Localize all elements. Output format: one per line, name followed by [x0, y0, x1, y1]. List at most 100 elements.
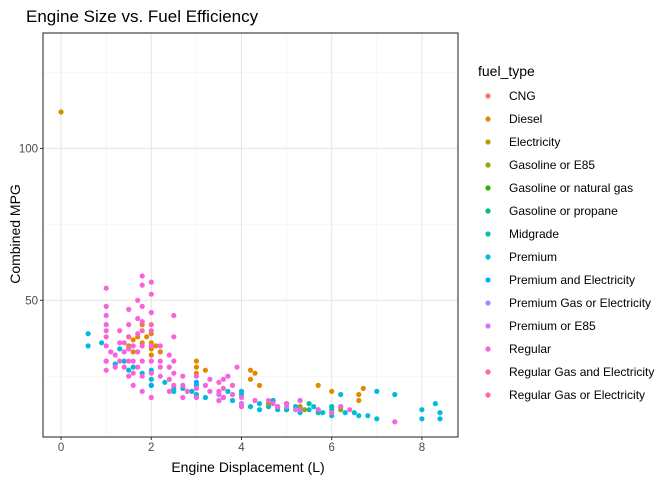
legend-key	[485, 346, 491, 352]
data-point	[139, 273, 145, 279]
data-point	[157, 358, 163, 364]
data-point	[148, 370, 154, 376]
data-point	[135, 297, 141, 303]
data-point	[338, 404, 344, 410]
data-point	[103, 312, 109, 319]
legend-key	[485, 254, 491, 260]
chart-title: Engine Size vs. Fuel Efficiency	[26, 7, 259, 26]
data-point	[139, 282, 145, 288]
data-point	[166, 376, 172, 382]
data-point	[166, 352, 172, 358]
data-point	[193, 358, 199, 364]
data-point	[148, 291, 154, 297]
legend-key	[485, 162, 491, 168]
panel-border	[42, 32, 459, 438]
data-point	[216, 388, 222, 394]
data-point	[320, 410, 326, 416]
data-point	[247, 404, 254, 410]
data-point	[193, 373, 199, 379]
data-point	[356, 391, 362, 398]
data-point	[238, 404, 245, 410]
data-point	[166, 388, 172, 394]
data-point	[202, 394, 208, 401]
legend-label: Premium and Electricity	[509, 273, 635, 287]
legend-label: Premium	[509, 250, 557, 264]
data-point	[247, 376, 254, 382]
data-point	[374, 416, 380, 422]
data-point	[256, 407, 263, 413]
data-point	[342, 410, 348, 416]
data-point	[139, 358, 145, 364]
data-point	[306, 401, 312, 407]
data-point	[130, 343, 136, 349]
legend-label: Midgrade	[509, 227, 559, 241]
x-tick-label: 8	[419, 442, 425, 454]
data-point	[229, 382, 236, 388]
data-point	[247, 367, 254, 373]
legend-key	[485, 93, 491, 99]
data-point	[234, 364, 240, 370]
data-point	[103, 358, 109, 364]
data-point	[180, 394, 186, 401]
data-point	[297, 397, 303, 404]
data-point	[171, 334, 177, 340]
data-point	[315, 382, 321, 388]
data-point	[121, 358, 127, 364]
data-point	[148, 358, 154, 364]
data-point	[207, 388, 213, 394]
data-point	[157, 364, 163, 370]
data-point	[306, 407, 312, 413]
data-point	[419, 416, 425, 422]
data-point	[220, 385, 226, 391]
data-point	[315, 407, 321, 413]
data-point	[58, 109, 64, 115]
data-point	[117, 358, 123, 364]
data-point	[193, 385, 199, 391]
legend-key	[485, 185, 491, 191]
data-point	[103, 334, 109, 340]
data-point	[121, 340, 127, 346]
data-point	[419, 407, 425, 413]
data-point	[297, 407, 303, 413]
data-point	[139, 319, 145, 325]
plot-panel: 0 2 4 6 8 50 100	[19, 32, 459, 454]
data-point	[126, 358, 132, 364]
data-point	[130, 358, 136, 364]
data-point	[437, 416, 443, 422]
data-point	[252, 370, 258, 376]
legend-label: Gasoline or E85	[509, 158, 595, 172]
legend-label: Premium or E85	[509, 319, 596, 333]
legend-label: Electricity	[509, 135, 560, 149]
data-point	[126, 373, 132, 379]
x-tick-label: 4	[238, 442, 245, 454]
legend-key	[485, 139, 491, 145]
data-point	[148, 352, 154, 358]
data-point	[225, 373, 231, 379]
data-point	[202, 382, 208, 388]
data-point	[338, 391, 344, 398]
data-point	[148, 328, 154, 334]
data-point	[220, 376, 226, 382]
data-point	[139, 373, 145, 379]
data-point	[193, 364, 199, 370]
data-point	[139, 303, 145, 309]
legend-key	[485, 231, 491, 237]
data-point	[311, 404, 317, 410]
data-point	[171, 370, 177, 376]
data-point	[103, 322, 109, 328]
legend-key	[485, 277, 491, 283]
legend-label: Gasoline or propane	[509, 204, 618, 218]
data-point	[157, 349, 163, 355]
data-point	[432, 401, 438, 407]
data-point	[220, 394, 226, 401]
data-point	[180, 373, 186, 379]
data-point	[365, 413, 371, 419]
x-tick-label: 6	[328, 442, 334, 454]
data-point	[238, 394, 245, 401]
data-point	[126, 334, 132, 340]
data-point	[112, 352, 118, 358]
x-axis-title: Engine Displacement (L)	[171, 459, 324, 475]
y-tick-label: 100	[19, 143, 38, 155]
data-point	[139, 343, 145, 349]
